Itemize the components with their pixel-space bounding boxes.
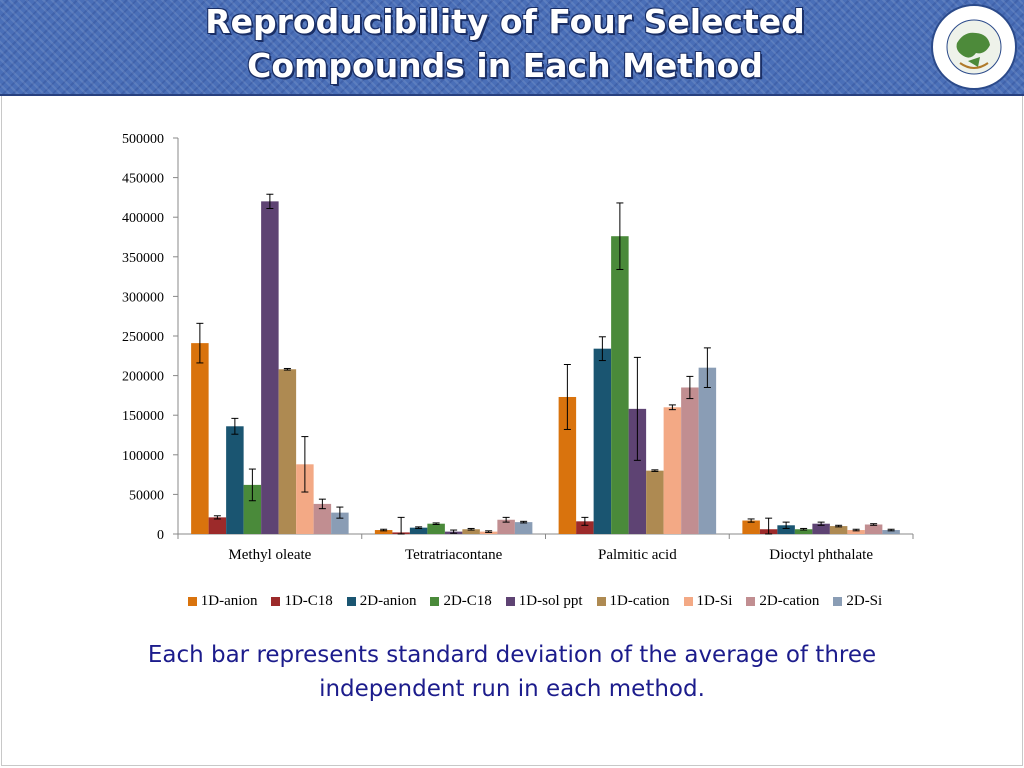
slide-frame xyxy=(1,96,1023,766)
bar xyxy=(777,525,795,534)
bar xyxy=(331,512,349,534)
legend-item: 2D-Si xyxy=(833,593,882,610)
legend-swatch xyxy=(187,596,197,606)
legend-item: 1D-anion xyxy=(187,592,258,610)
legend-label: 1D-C18 xyxy=(284,592,333,609)
legend-swatch xyxy=(346,596,356,606)
y-tick-label: 450000 xyxy=(122,172,164,187)
legend-label: 1D-Si xyxy=(696,592,733,609)
bar xyxy=(313,503,332,534)
bar xyxy=(208,517,227,534)
legend-item: 1D-Si xyxy=(683,592,733,610)
bar xyxy=(794,529,813,534)
legend-item: 1D-sol ppt xyxy=(505,592,583,610)
legend-label: 1D-cation xyxy=(609,592,670,609)
y-tick-label: 150000 xyxy=(122,409,164,424)
legend-swatch xyxy=(746,596,756,606)
legend-swatch xyxy=(271,596,281,606)
bar xyxy=(576,521,594,534)
y-tick-label: 400000 xyxy=(122,211,164,226)
bar xyxy=(882,530,900,534)
legend-item: 2D-cation xyxy=(746,593,819,610)
y-tick-label: 500000 xyxy=(122,132,164,147)
bar xyxy=(663,407,682,534)
bar xyxy=(628,408,647,534)
bar xyxy=(191,343,209,534)
bar xyxy=(427,523,445,534)
bar xyxy=(278,369,297,534)
legend-label: 2D-C18 xyxy=(443,592,492,609)
legend-swatch xyxy=(833,596,843,606)
bar xyxy=(847,530,865,534)
legend-swatch xyxy=(596,596,606,606)
x-tick-label: Dioctyl phthalate xyxy=(769,547,873,563)
legend-label: 1D-anion xyxy=(200,592,258,609)
y-tick-label: 100000 xyxy=(122,449,164,464)
legend-item: 2D-anion xyxy=(346,592,417,610)
bar xyxy=(593,348,612,534)
bar xyxy=(261,201,279,535)
legend-label: 2D-anion xyxy=(359,592,417,609)
chart-legend: 1D-anion 1D-C18 2D-anion 2D-C18 1D-sol ppt 1D… xyxy=(140,590,930,612)
bar xyxy=(374,530,393,534)
bar xyxy=(829,526,848,534)
bar xyxy=(611,236,629,534)
bar xyxy=(497,519,515,534)
bar xyxy=(698,367,717,534)
slide-title: Reproducibility of Four Selected Compoun… xyxy=(205,2,805,85)
legend-item: 1D-cation xyxy=(596,592,670,610)
y-tick-label: 50000 xyxy=(129,488,164,503)
y-tick-label: 300000 xyxy=(122,290,164,305)
legend-label: 2D-Si xyxy=(846,592,883,609)
bar xyxy=(409,527,428,534)
bar xyxy=(226,426,244,534)
title-banner: Reproducibility of Four Selected Compoun… xyxy=(0,0,1024,96)
y-tick-label: 250000 xyxy=(122,330,164,345)
legend-swatch xyxy=(430,596,440,606)
x-tick-label: Tetratriacontane xyxy=(405,547,503,563)
bar xyxy=(812,523,830,534)
x-tick-label: Methyl oleate xyxy=(228,547,311,563)
institute-logo xyxy=(931,4,1017,90)
legend-label: 1D-sol ppt xyxy=(518,592,583,609)
bar xyxy=(864,524,883,534)
legend-item: 1D-C18 xyxy=(271,592,333,610)
y-tick-label: 200000 xyxy=(122,370,164,385)
bar xyxy=(514,522,533,534)
legend-swatch xyxy=(683,596,693,606)
bar xyxy=(646,470,664,534)
y-tick-label: 0 xyxy=(157,528,164,543)
bar xyxy=(558,396,577,534)
legend-item: 2D-C18 xyxy=(430,592,492,610)
legend-label: 2D-cation xyxy=(759,592,820,609)
legend-swatch xyxy=(505,596,515,606)
bar-chart: 0 50000 100000 150000 200000 250000 300000 3500… xyxy=(122,132,914,563)
bar xyxy=(462,529,480,534)
y-tick-label: 350000 xyxy=(122,251,164,266)
bar xyxy=(742,520,760,534)
x-tick-label: Palmitic acid xyxy=(598,547,677,563)
slide-caption: Each bar represents standard deviation o… xyxy=(147,642,877,702)
bar xyxy=(681,387,699,534)
bar xyxy=(243,484,262,534)
bar xyxy=(296,464,314,534)
